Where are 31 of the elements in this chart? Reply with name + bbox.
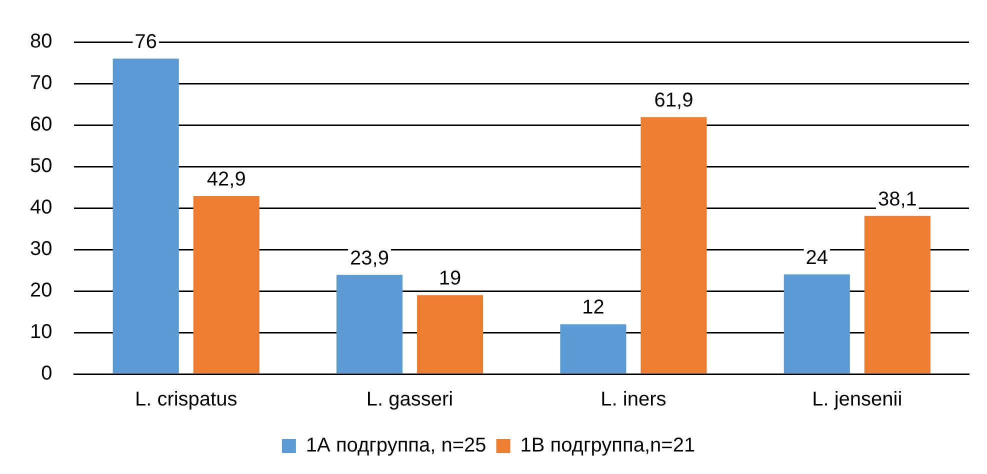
y-tick-label: 50 bbox=[30, 155, 52, 178]
bar bbox=[112, 58, 179, 374]
data-label: 24 bbox=[806, 246, 828, 269]
x-tick-label: L. gasseri bbox=[366, 388, 454, 411]
data-label: 42,9 bbox=[206, 168, 246, 190]
y-tick-label: 70 bbox=[30, 72, 52, 94]
data-label: 76 bbox=[134, 31, 157, 54]
bar bbox=[640, 117, 707, 374]
data-label: 61,9 bbox=[654, 90, 694, 112]
bar bbox=[336, 274, 403, 374]
y-tick-label: 80 bbox=[30, 30, 52, 53]
x-tick-label: L. iners bbox=[600, 388, 666, 411]
y-tick-label: 20 bbox=[30, 280, 52, 302]
data-label: 19 bbox=[438, 268, 462, 290]
data-label: 12 bbox=[582, 296, 604, 319]
x-tick-label: L. jensenii bbox=[812, 388, 902, 411]
bar bbox=[417, 295, 484, 374]
bar bbox=[560, 324, 626, 374]
bar bbox=[193, 196, 260, 374]
legend-label: 1А подгруппа, n=25 bbox=[306, 434, 486, 457]
y-tick-label: 10 bbox=[30, 321, 52, 344]
data-label: 38,1 bbox=[878, 188, 917, 210]
y-tick-label: 30 bbox=[30, 238, 52, 260]
y-tick-label: 60 bbox=[30, 114, 52, 136]
y-tick-label: 40 bbox=[30, 196, 52, 219]
bar bbox=[784, 274, 850, 374]
data-label: 23,9 bbox=[350, 247, 389, 270]
legend-label: 1В подгруппа,n=21 bbox=[520, 434, 696, 457]
y-tick-label: 0 bbox=[41, 362, 52, 385]
bar bbox=[864, 216, 930, 374]
x-tick-label: L. crispatus bbox=[134, 388, 238, 411]
